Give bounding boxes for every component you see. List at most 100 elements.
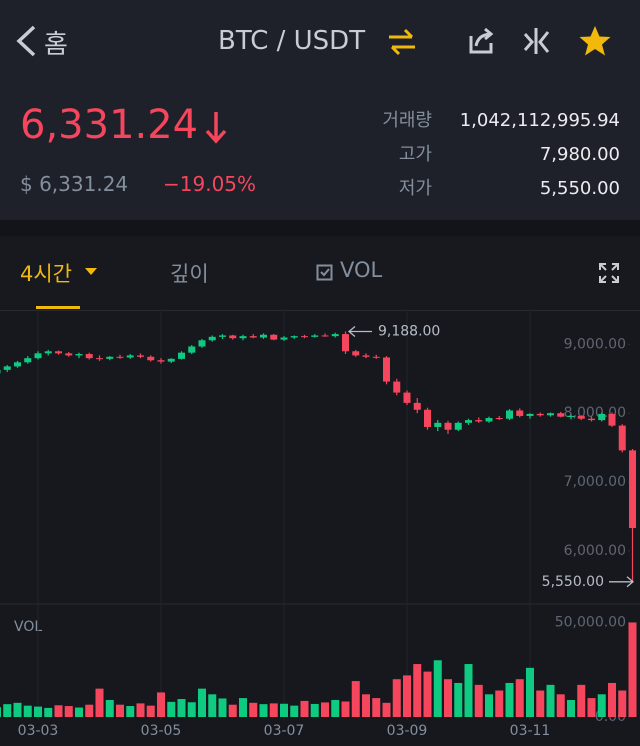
volume-bar xyxy=(474,684,483,717)
volume-bar xyxy=(413,664,422,717)
volume-bar xyxy=(249,702,258,717)
volume-bar xyxy=(423,671,432,717)
chart-style-icon[interactable] xyxy=(522,26,552,56)
candle-body xyxy=(311,335,319,337)
favorite-icon[interactable] xyxy=(578,24,612,58)
share-icon[interactable] xyxy=(466,26,496,56)
volume-bar xyxy=(167,701,176,717)
candle-body xyxy=(403,392,411,403)
candle-body xyxy=(321,335,329,337)
candle-body xyxy=(618,425,626,451)
candle-body xyxy=(34,353,42,359)
candle-body xyxy=(229,335,237,339)
tab-bar: 4시간 깊이 VOL xyxy=(0,236,640,311)
volume-bar xyxy=(105,699,114,717)
candle-body xyxy=(547,413,554,416)
volume-bar xyxy=(403,675,411,717)
volume-bar xyxy=(464,664,473,717)
stat-label: 저가 xyxy=(398,178,432,199)
x-tick-label: 03-03 xyxy=(18,723,59,739)
stat-value: 5,550.00 xyxy=(539,178,620,199)
volume-bar xyxy=(444,679,452,717)
volume-bar xyxy=(157,692,165,717)
volume-bar xyxy=(23,705,32,717)
volume-bar xyxy=(546,684,555,717)
volume-bar xyxy=(454,682,463,717)
candle-body xyxy=(270,334,278,340)
change-percent: −19.05% xyxy=(163,172,257,196)
fullscreen-icon[interactable] xyxy=(598,262,620,284)
annotation-arrow xyxy=(609,576,635,588)
y-tick-label: 9,000.00 xyxy=(564,336,626,352)
volume-bar xyxy=(351,681,360,717)
volume-bar xyxy=(198,688,206,717)
y-tick-label: 7,000.00 xyxy=(564,474,626,490)
candle-body xyxy=(167,358,175,362)
volume-bar xyxy=(218,698,227,717)
tab-interval[interactable]: 4시간 xyxy=(20,262,73,286)
candle-body xyxy=(526,413,534,416)
candle-body xyxy=(567,415,575,417)
stat-value: 7,980.00 xyxy=(539,144,620,165)
candle-body xyxy=(475,420,483,422)
candle-body xyxy=(137,355,144,357)
candle-body xyxy=(178,352,185,359)
candle-body xyxy=(393,381,401,393)
swap-icon[interactable] xyxy=(386,28,418,56)
candle-body xyxy=(188,346,196,353)
volume-bar xyxy=(228,704,237,717)
x-tick-label: 03-09 xyxy=(387,723,428,739)
candle-body xyxy=(372,356,380,358)
candle-body xyxy=(598,413,606,421)
dropdown-caret[interactable] xyxy=(84,267,98,277)
back-icon[interactable] xyxy=(14,24,38,58)
volume-bar xyxy=(3,704,12,717)
volume-bar xyxy=(0,707,1,717)
checkbox-icon[interactable] xyxy=(316,264,334,282)
candle-body xyxy=(290,336,298,338)
x-tick-label: 03-07 xyxy=(264,723,305,739)
volume-bar xyxy=(556,694,565,717)
candle-body xyxy=(465,420,472,423)
volume-bar xyxy=(321,702,329,717)
back-label[interactable]: 홈 xyxy=(44,30,68,60)
x-tick-label: 03-11 xyxy=(510,723,551,739)
volume-bar xyxy=(515,679,524,717)
candle-body xyxy=(260,334,267,338)
header: 홈 BTC / USDT xyxy=(0,0,640,80)
tab-vol[interactable]: VOL xyxy=(340,258,383,282)
candle-body xyxy=(629,450,636,529)
pair-title[interactable]: BTC / USDT xyxy=(218,26,366,56)
last-price: 6,331.24 xyxy=(20,102,199,148)
candle-body xyxy=(301,336,308,338)
volume-bar xyxy=(587,698,596,717)
annotation-label: 5,550.00 xyxy=(542,574,604,590)
volume-bar xyxy=(618,690,627,717)
volume-bar xyxy=(269,703,278,717)
tab-depth[interactable]: 깊이 xyxy=(170,262,209,286)
volume-bar xyxy=(64,706,73,717)
candle-body xyxy=(424,409,431,427)
candle-body xyxy=(157,360,165,362)
candle-body xyxy=(536,413,544,416)
volume-bar xyxy=(382,702,391,717)
candle-body xyxy=(506,410,513,419)
candle-body xyxy=(14,362,21,367)
candle-body xyxy=(126,355,134,358)
candle-body xyxy=(516,410,524,416)
candle-body xyxy=(444,422,452,430)
candle-body xyxy=(588,418,595,421)
candle-body xyxy=(0,369,1,374)
volume-bar xyxy=(608,682,616,717)
candle-body xyxy=(219,335,226,337)
volume-label: VOL xyxy=(14,619,42,635)
volume-bar xyxy=(187,702,196,717)
stat-values: 1,042,112,995.94 7,980.00 5,550.00 xyxy=(440,104,620,206)
candle-body xyxy=(352,351,360,356)
volume-bar xyxy=(239,698,247,717)
ticker-panel: 6,331.24 $ 6,331.24 −19.05% 거래량 고가 저가 1,… xyxy=(0,80,640,220)
candle-body xyxy=(85,354,93,359)
volume-bar xyxy=(392,679,401,717)
